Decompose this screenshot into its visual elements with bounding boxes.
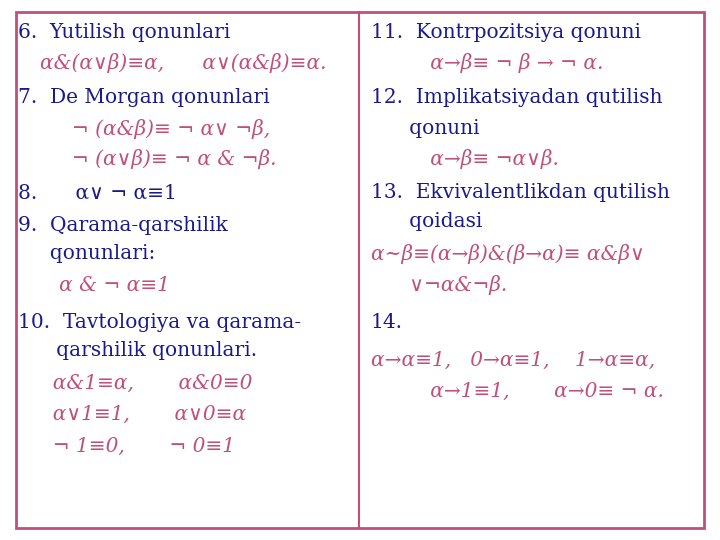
Text: α&1≡α,       α&0≡0: α&1≡α, α&0≡0 [40,374,252,393]
Text: ∨¬α&¬β.: ∨¬α&¬β. [371,275,507,295]
Text: α & ¬ α≡1: α & ¬ α≡1 [40,275,169,295]
FancyBboxPatch shape [16,12,704,528]
Text: α&(α∨β)≡α,      α∨(α&β)≡α.: α&(α∨β)≡α, α∨(α&β)≡α. [40,53,326,73]
Text: 9.  Qarama-qarshilik: 9. Qarama-qarshilik [18,215,228,235]
Text: 6.  Yutilish qonunlari: 6. Yutilish qonunlari [18,23,230,42]
Text: α~β≡(α→β)&(β→α)≡ α&β∨: α~β≡(α→β)&(β→α)≡ α&β∨ [371,244,644,264]
Text: ¬ 1≡0,       ¬ 0≡1: ¬ 1≡0, ¬ 0≡1 [40,437,235,456]
Text: α→1≡1,       α→0≡ ¬ α.: α→1≡1, α→0≡ ¬ α. [392,382,665,401]
Text: 8.      α∨ ¬ α≡1: 8. α∨ ¬ α≡1 [18,183,177,202]
Text: α∨1≡1,       α∨0≡α: α∨1≡1, α∨0≡α [40,404,246,424]
Text: qarshilik qonunlari.: qarshilik qonunlari. [18,341,257,361]
Text: qonuni: qonuni [371,119,480,138]
Text: ¬ (α&β)≡ ¬ α∨ ¬β,: ¬ (α&β)≡ ¬ α∨ ¬β, [40,118,270,139]
Text: 14.: 14. [371,313,402,332]
Text: 7.  De Morgan qonunlari: 7. De Morgan qonunlari [18,87,270,107]
Text: 11.  Kontrpozitsiya qonuni: 11. Kontrpozitsiya qonuni [371,23,641,42]
Text: qonunlari:: qonunlari: [18,244,156,264]
Text: 12.  Implikatsiyadan qutilish: 12. Implikatsiyadan qutilish [371,87,662,107]
Text: α→β≡ ¬ β → ¬ α.: α→β≡ ¬ β → ¬ α. [392,53,604,73]
Text: ¬ (α∨β)≡ ¬ α & ¬β.: ¬ (α∨β)≡ ¬ α & ¬β. [40,149,276,170]
Text: 10.  Tavtologiya va qarama-: 10. Tavtologiya va qarama- [18,313,301,332]
Text: qoidasi: qoidasi [371,212,482,231]
Text: 13.  Ekvivalentlikdan qutilish: 13. Ekvivalentlikdan qutilish [371,183,670,202]
Text: α→α≡1,   0→α≡1,    1→α≡α,: α→α≡1, 0→α≡1, 1→α≡α, [371,350,655,370]
Text: α→β≡ ¬α∨β.: α→β≡ ¬α∨β. [392,149,559,170]
